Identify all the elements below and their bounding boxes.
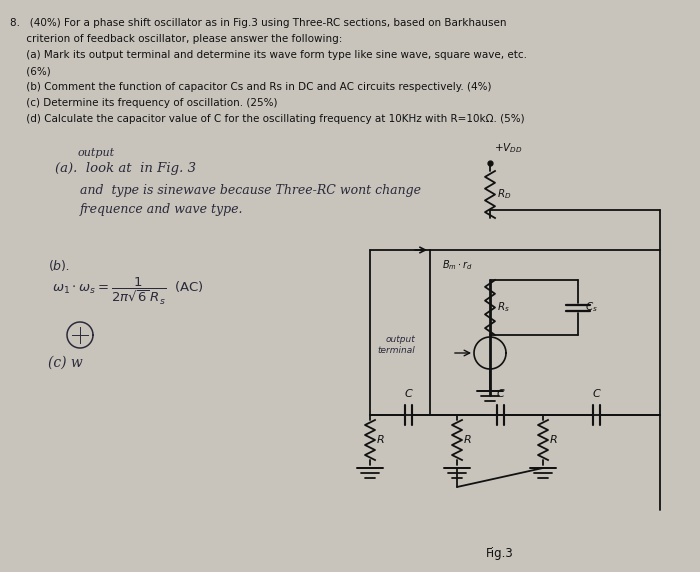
Text: 8.   (40%) For a phase shift oscillator as in Fig.3 using Three-RC sections, bas: 8. (40%) For a phase shift oscillator as… xyxy=(10,18,507,28)
Text: (d) Calculate the capacitor value of C for the oscillating frequency at 10KHz wi: (d) Calculate the capacitor value of C f… xyxy=(10,114,524,124)
Text: (b) Comment the function of capacitor Cs and Rs in DC and AC circuits respective: (b) Comment the function of capacitor Cs… xyxy=(10,82,491,92)
Text: output: output xyxy=(78,148,115,158)
Text: $\omega_1 \cdot \omega_s = \dfrac{1}{2\pi\sqrt{6}\,R_s}$  (AC): $\omega_1 \cdot \omega_s = \dfrac{1}{2\p… xyxy=(52,276,204,307)
Text: (a).  look at  in Fig. 3: (a). look at in Fig. 3 xyxy=(55,162,196,175)
Text: R: R xyxy=(550,435,558,445)
Text: C: C xyxy=(592,389,600,399)
Text: (c) Determine its frequency of oscillation. (25%): (c) Determine its frequency of oscillati… xyxy=(10,98,277,108)
Text: R: R xyxy=(464,435,472,445)
Text: frequence and wave type.: frequence and wave type. xyxy=(80,203,244,216)
Text: (6%): (6%) xyxy=(10,66,50,76)
Text: $(b)$.: $(b)$. xyxy=(48,258,70,273)
Text: $B_m \cdot r_d$: $B_m \cdot r_d$ xyxy=(442,258,473,272)
Text: R: R xyxy=(377,435,385,445)
Text: C: C xyxy=(496,389,504,399)
Text: Fig.3: Fig.3 xyxy=(486,547,514,560)
Text: criterion of feedback oscillator, please answer the following:: criterion of feedback oscillator, please… xyxy=(10,34,342,44)
Text: (c) w: (c) w xyxy=(48,356,83,370)
Text: and  type is sinewave because Three-RC wont change: and type is sinewave because Three-RC wo… xyxy=(80,184,421,197)
Text: output
terminal: output terminal xyxy=(377,335,415,355)
Text: $R_s$: $R_s$ xyxy=(497,301,510,315)
Text: $C_s$: $C_s$ xyxy=(585,301,598,315)
Text: $+V_{DD}$: $+V_{DD}$ xyxy=(494,141,523,155)
Text: C: C xyxy=(404,389,412,399)
Text: $R_D$: $R_D$ xyxy=(497,188,512,201)
Text: (a) Mark its output terminal and determine its wave form type like sine wave, sq: (a) Mark its output terminal and determi… xyxy=(10,50,527,60)
